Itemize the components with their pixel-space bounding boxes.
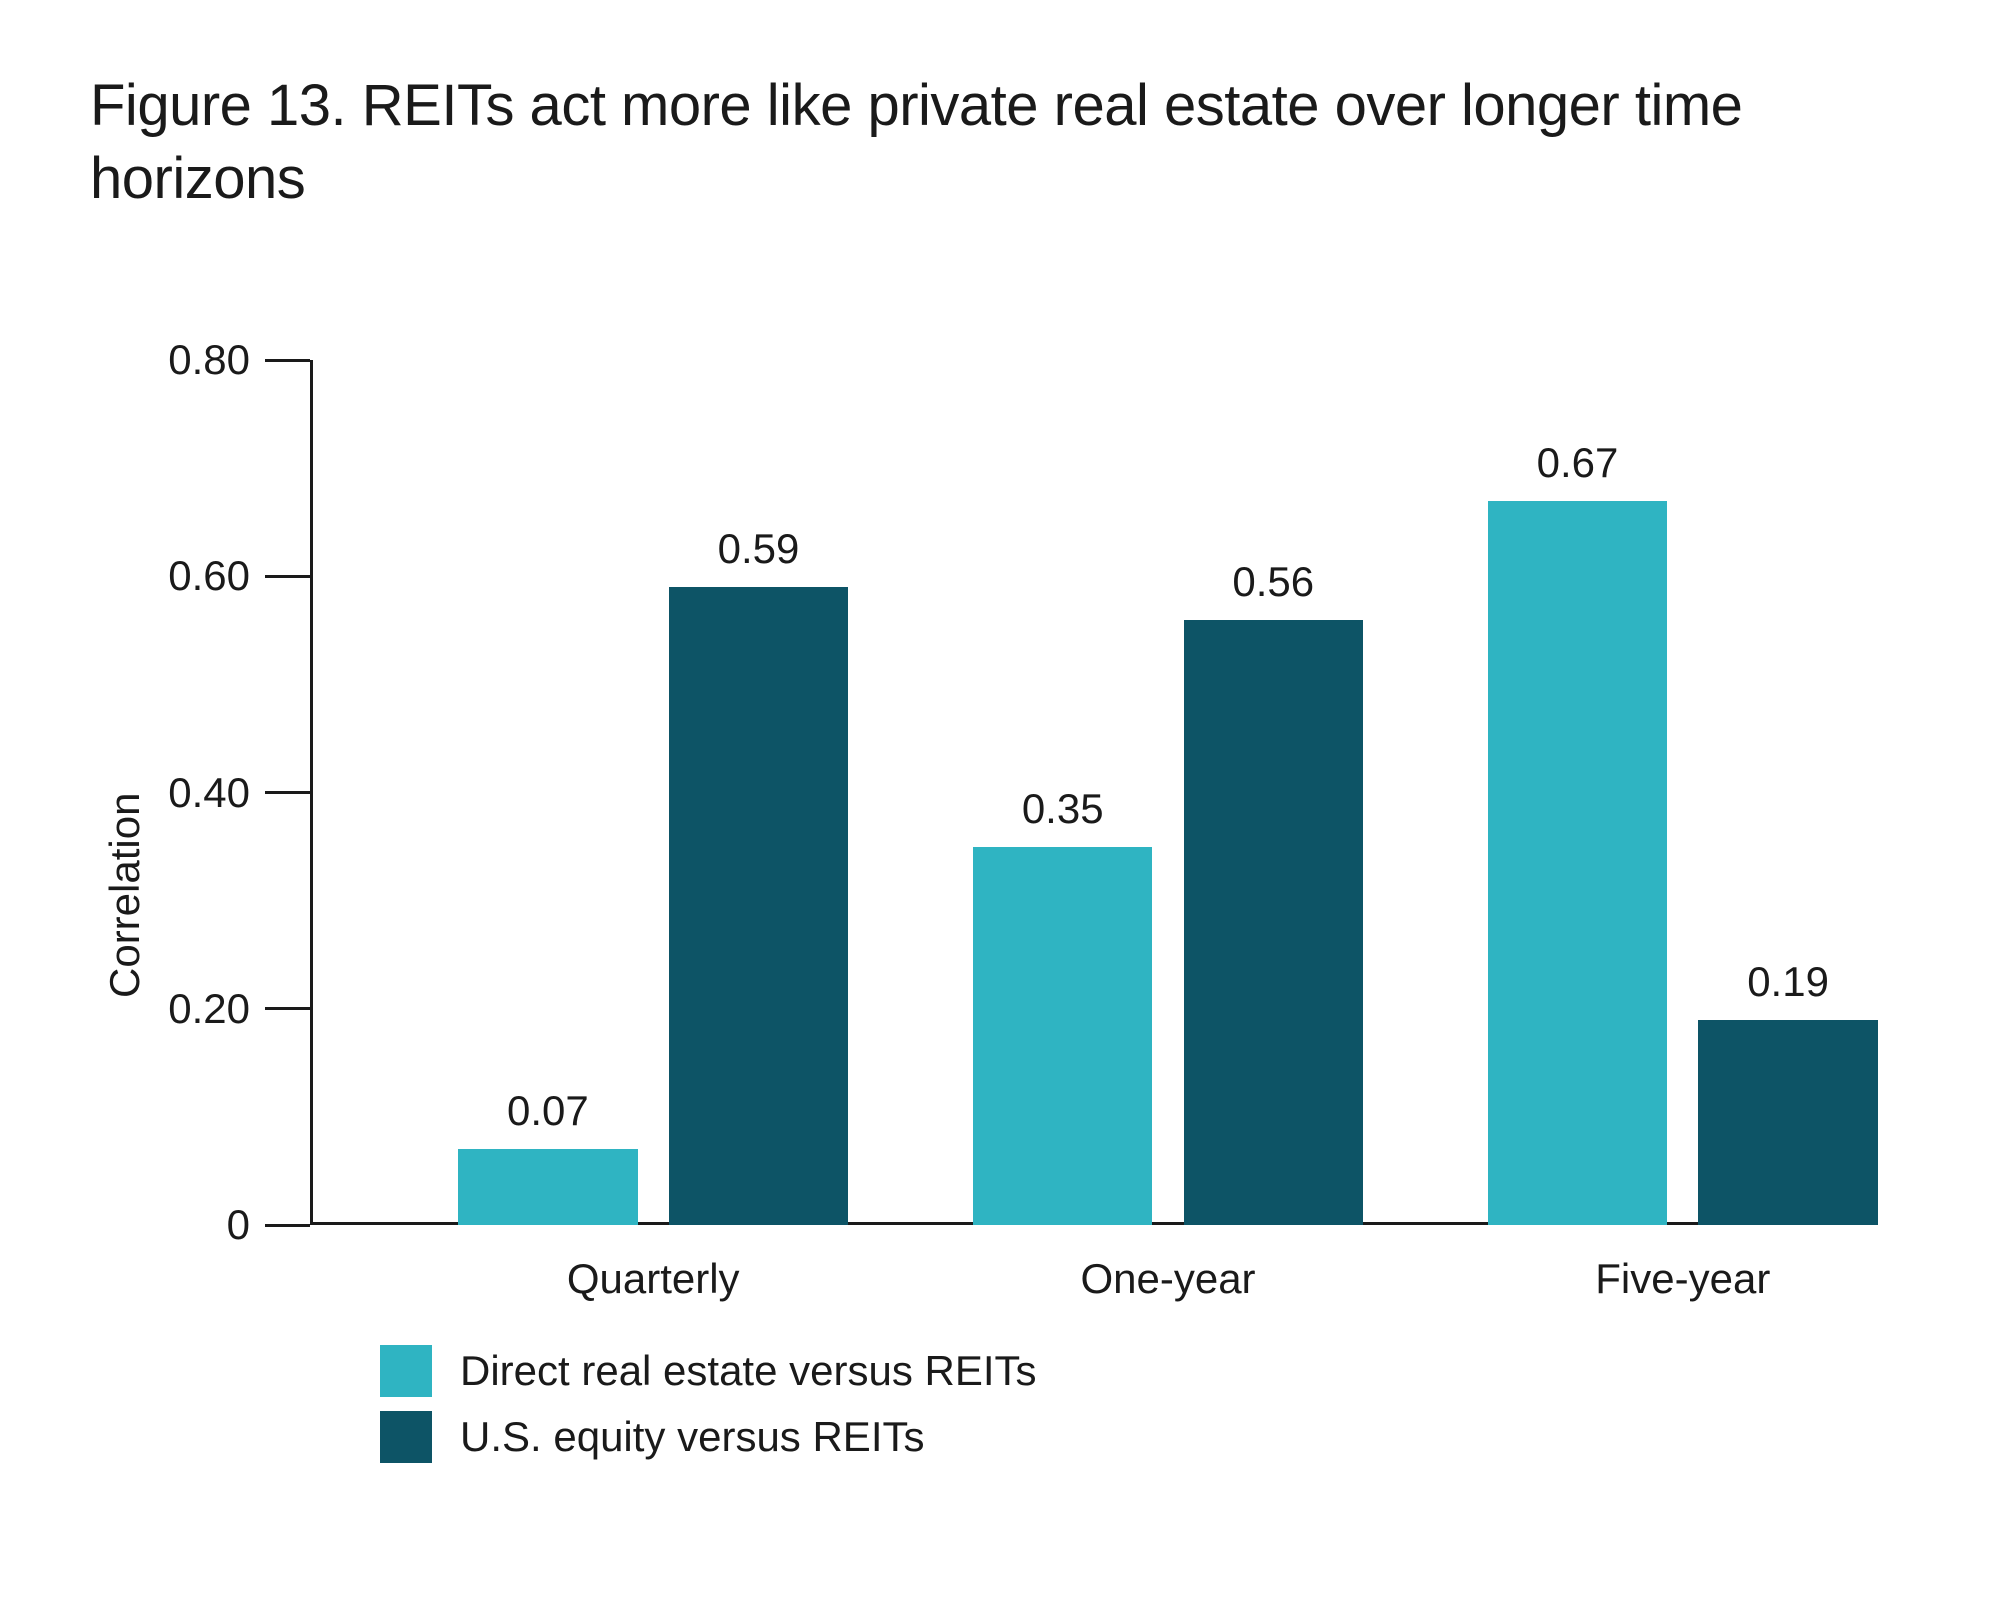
- bar-value-label: 0.56: [1232, 558, 1314, 606]
- bar: 0.56: [1184, 620, 1363, 1225]
- y-tick: [265, 1007, 310, 1010]
- y-axis-line: [310, 360, 313, 1225]
- figure-container: Figure 13. REITs act more like private r…: [0, 0, 2000, 1614]
- y-axis-label: Correlation: [90, 295, 160, 1315]
- bar-value-label: 0.59: [718, 525, 800, 573]
- bar: 0.07: [458, 1149, 637, 1225]
- legend: Direct real estate versus REITs U.S. equ…: [380, 1345, 1910, 1463]
- plot: 00.200.400.600.800.070.59Quarterly0.350.…: [160, 295, 1910, 1315]
- chart-wrapper: Correlation 0 0.20 0.40 0.60 0.80 0.07 0.59 Qua…: [90, 295, 1910, 1315]
- bar: 0.59: [669, 587, 848, 1225]
- y-tick-label: 0.20: [168, 985, 250, 1033]
- figure-title: Figure 13. REITs act more like private r…: [90, 70, 1910, 215]
- legend-swatch: [380, 1411, 432, 1463]
- y-tick: [265, 1224, 310, 1227]
- legend-swatch: [380, 1345, 432, 1397]
- bar-value-label: 0.67: [1537, 439, 1619, 487]
- y-tick: [265, 359, 310, 362]
- category-label: Quarterly: [567, 1255, 740, 1303]
- bar-value-label: 0.35: [1022, 785, 1104, 833]
- legend-label: Direct real estate versus REITs: [460, 1347, 1037, 1395]
- y-tick: [265, 575, 310, 578]
- legend-item: Direct real estate versus REITs: [380, 1345, 1910, 1397]
- legend-label: U.S. equity versus REITs: [460, 1413, 924, 1461]
- y-tick-label: 0.60: [168, 552, 250, 600]
- bar: 0.19: [1698, 1020, 1877, 1225]
- y-tick-label: 0: [227, 1201, 250, 1249]
- plot-area: 00.200.400.600.800.070.59Quarterly0.350.…: [310, 305, 1870, 1225]
- y-tick-label: 0.80: [168, 336, 250, 384]
- bar: 0.67: [1488, 501, 1667, 1225]
- category-label: Five-year: [1595, 1255, 1770, 1303]
- bar-value-label: 0.19: [1747, 958, 1829, 1006]
- y-tick-label: 0.40: [168, 769, 250, 817]
- bar-value-label: 0.07: [507, 1087, 589, 1135]
- legend-item: U.S. equity versus REITs: [380, 1411, 1910, 1463]
- category-label: One-year: [1080, 1255, 1255, 1303]
- bar: 0.35: [973, 847, 1152, 1225]
- y-tick: [265, 791, 310, 794]
